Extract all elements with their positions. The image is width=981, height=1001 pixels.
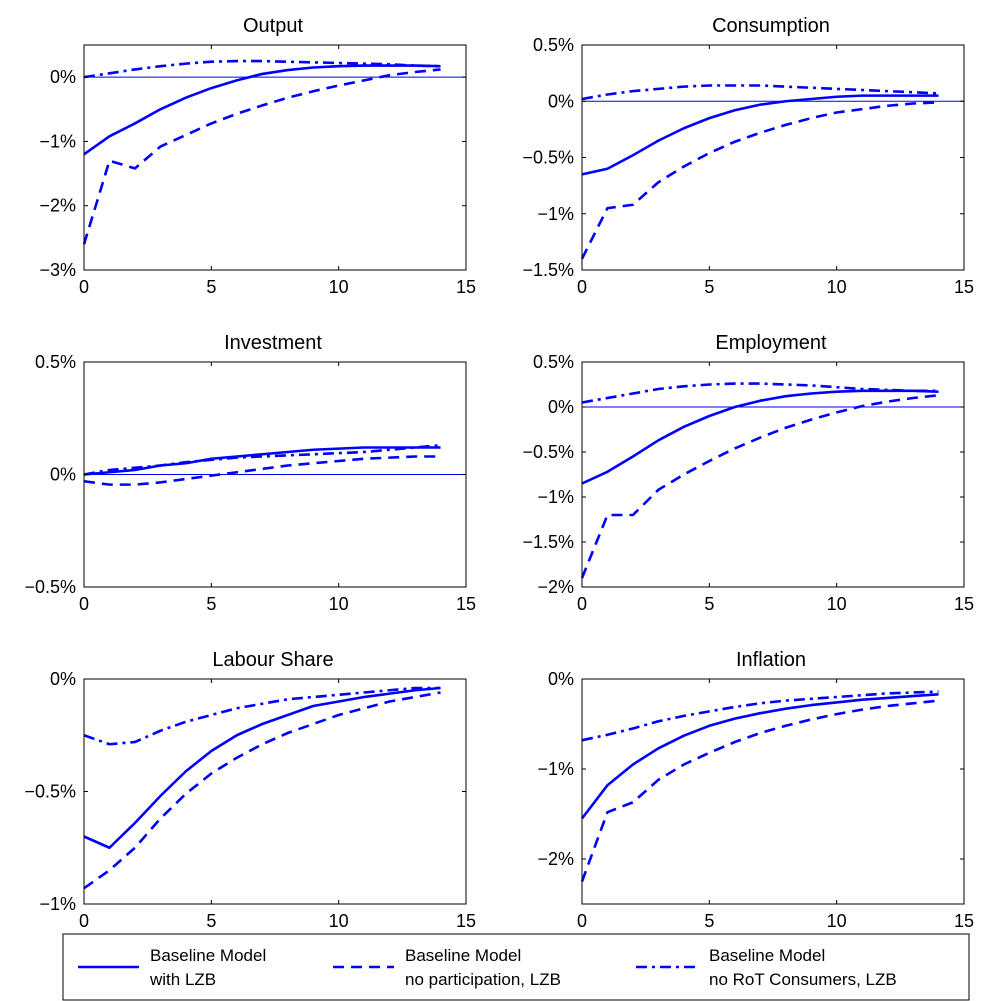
x-tick-label: 10 (329, 911, 349, 931)
y-tick-label: −1% (39, 894, 76, 914)
y-tick-label: −3% (39, 260, 76, 280)
series-line-dashdot (83, 59, 441, 79)
panel-output: Output 0 5 10 15 −3% −2% −1% 0% (39, 15, 476, 297)
axes-box (581, 678, 965, 905)
chart-title: Employment (715, 332, 827, 354)
x-tick-label: 10 (329, 594, 349, 614)
y-tick-label: 0.5% (35, 352, 76, 372)
legend-label-line1: Baseline Model (150, 946, 266, 965)
y-tick-label: −1% (537, 759, 574, 779)
legend-entry-no-rot-consumers: Baseline Model no RoT Consumers, LZB (636, 946, 897, 989)
panel-employment: Employment 0 5 10 15 −2% −1.5% −1% −0.5% 0% 0.5% (522, 332, 974, 614)
y-tick-label: 0.5% (533, 35, 574, 55)
y-tick-label: 0% (548, 397, 574, 417)
y-tick-label: 0% (50, 669, 76, 689)
x-tick-label: 10 (827, 277, 847, 297)
legend-label-line1: Baseline Model (709, 946, 825, 965)
y-tick-label: −1% (39, 131, 76, 151)
plot-area: 0 5 10 15 −2% −1% 0% (537, 669, 974, 931)
series-line-solid (83, 446, 441, 476)
chart-title: Labour Share (212, 649, 333, 671)
y-tick-label: −0.5% (522, 442, 574, 462)
x-tick-label: 0 (79, 911, 89, 931)
y-tick-label: −2% (537, 849, 574, 869)
chart-title: Consumption (712, 15, 830, 37)
x-tick-label: 5 (206, 911, 216, 931)
chart-title: Inflation (736, 649, 806, 671)
series-line-dashdot (581, 84, 939, 101)
x-tick-label: 5 (704, 911, 714, 931)
plot-area: 0 5 10 15 −3% −2% −1% 0% (39, 44, 476, 297)
x-tick-label: 5 (704, 277, 714, 297)
plot-area: 0 5 10 15 −1% −0.5% 0% (24, 669, 476, 931)
x-tick-label: 15 (954, 277, 974, 297)
chart-title: Investment (224, 332, 322, 354)
y-tick-label: −0.5% (522, 148, 574, 168)
x-tick-label: 5 (704, 594, 714, 614)
x-tick-label: 15 (456, 911, 476, 931)
x-tick-label: 10 (827, 594, 847, 614)
y-tick-label: −1% (537, 204, 574, 224)
x-tick-label: 0 (577, 911, 587, 931)
x-tick-label: 15 (456, 594, 476, 614)
legend-label-line1: Baseline Model (405, 946, 521, 965)
panel-inflation: Inflation 0 5 10 15 −2% −1% 0% (537, 649, 974, 931)
y-tick-label: −2% (39, 196, 76, 216)
legend-entry-baseline: Baseline Model with LZB (78, 946, 266, 989)
axes-box (581, 361, 965, 588)
legend: Baseline Model with LZB Baseline Model n… (62, 933, 970, 1001)
x-tick-label: 0 (79, 594, 89, 614)
x-tick-label: 0 (577, 277, 587, 297)
legend-label-line2: no participation, LZB (405, 970, 561, 989)
y-tick-label: −0.5% (24, 782, 76, 802)
x-tick-label: 5 (206, 594, 216, 614)
axes-box (83, 44, 467, 271)
x-tick-label: 15 (954, 911, 974, 931)
x-tick-label: 10 (827, 911, 847, 931)
x-tick-label: 10 (329, 277, 349, 297)
series-line-dashed (580, 101, 939, 260)
y-tick-label: 0% (50, 67, 76, 87)
axes-box (83, 678, 467, 905)
y-tick-label: −1% (537, 487, 574, 507)
series-line-dashdot (83, 686, 441, 746)
series-line-solid (83, 686, 441, 850)
axes-box (581, 44, 965, 271)
panel-consumption: Consumption 0 5 10 15 −1.5% −1% −0.5% 0% 0.5% (522, 15, 974, 297)
panel-labour-share: Labour Share 0 5 10 15 −1% −0.5% 0% (24, 649, 476, 931)
y-tick-label: 0% (548, 91, 574, 111)
y-tick-label: 0% (548, 669, 574, 689)
y-tick-label: −1.5% (522, 260, 574, 280)
series-line-solid (581, 94, 939, 176)
x-tick-label: 0 (79, 277, 89, 297)
y-tick-label: −2% (537, 577, 574, 597)
x-tick-label: 5 (206, 277, 216, 297)
series-line-dashed (83, 455, 441, 486)
plot-area: 0 5 10 15 −2% −1.5% −1% −0.5% 0% 0.5% (522, 352, 974, 614)
plot-area: 0 5 10 15 −0.5% 0% 0.5% (24, 352, 476, 614)
chart-title: Output (243, 15, 303, 37)
series-line-dashdot (83, 443, 441, 476)
legend-box (62, 933, 970, 1001)
y-tick-label: −1.5% (522, 532, 574, 552)
series-line-solid (580, 693, 939, 820)
x-tick-label: 0 (577, 594, 587, 614)
x-tick-label: 15 (954, 594, 974, 614)
series-line-dashed (82, 68, 441, 245)
series-line-dashed (83, 691, 441, 890)
x-tick-label: 15 (456, 277, 476, 297)
panel-investment: Investment 0 5 10 15 −0.5% 0% 0.5% (24, 332, 476, 614)
series-line-dashdot (581, 382, 939, 404)
legend-label-line2: no RoT Consumers, LZB (709, 970, 897, 989)
y-tick-label: 0.5% (533, 352, 574, 372)
y-tick-label: −0.5% (24, 577, 76, 597)
series-line-dashed (580, 394, 939, 579)
y-tick-label: 0% (50, 465, 76, 485)
legend-entry-no-participation: Baseline Model no participation, LZB (333, 946, 561, 989)
legend-label-line2: with LZB (149, 970, 216, 989)
plot-area: 0 5 10 15 −1.5% −1% −0.5% 0% 0.5% (522, 35, 974, 297)
series-line-dashed (580, 699, 939, 882)
series-line-solid (83, 64, 441, 156)
